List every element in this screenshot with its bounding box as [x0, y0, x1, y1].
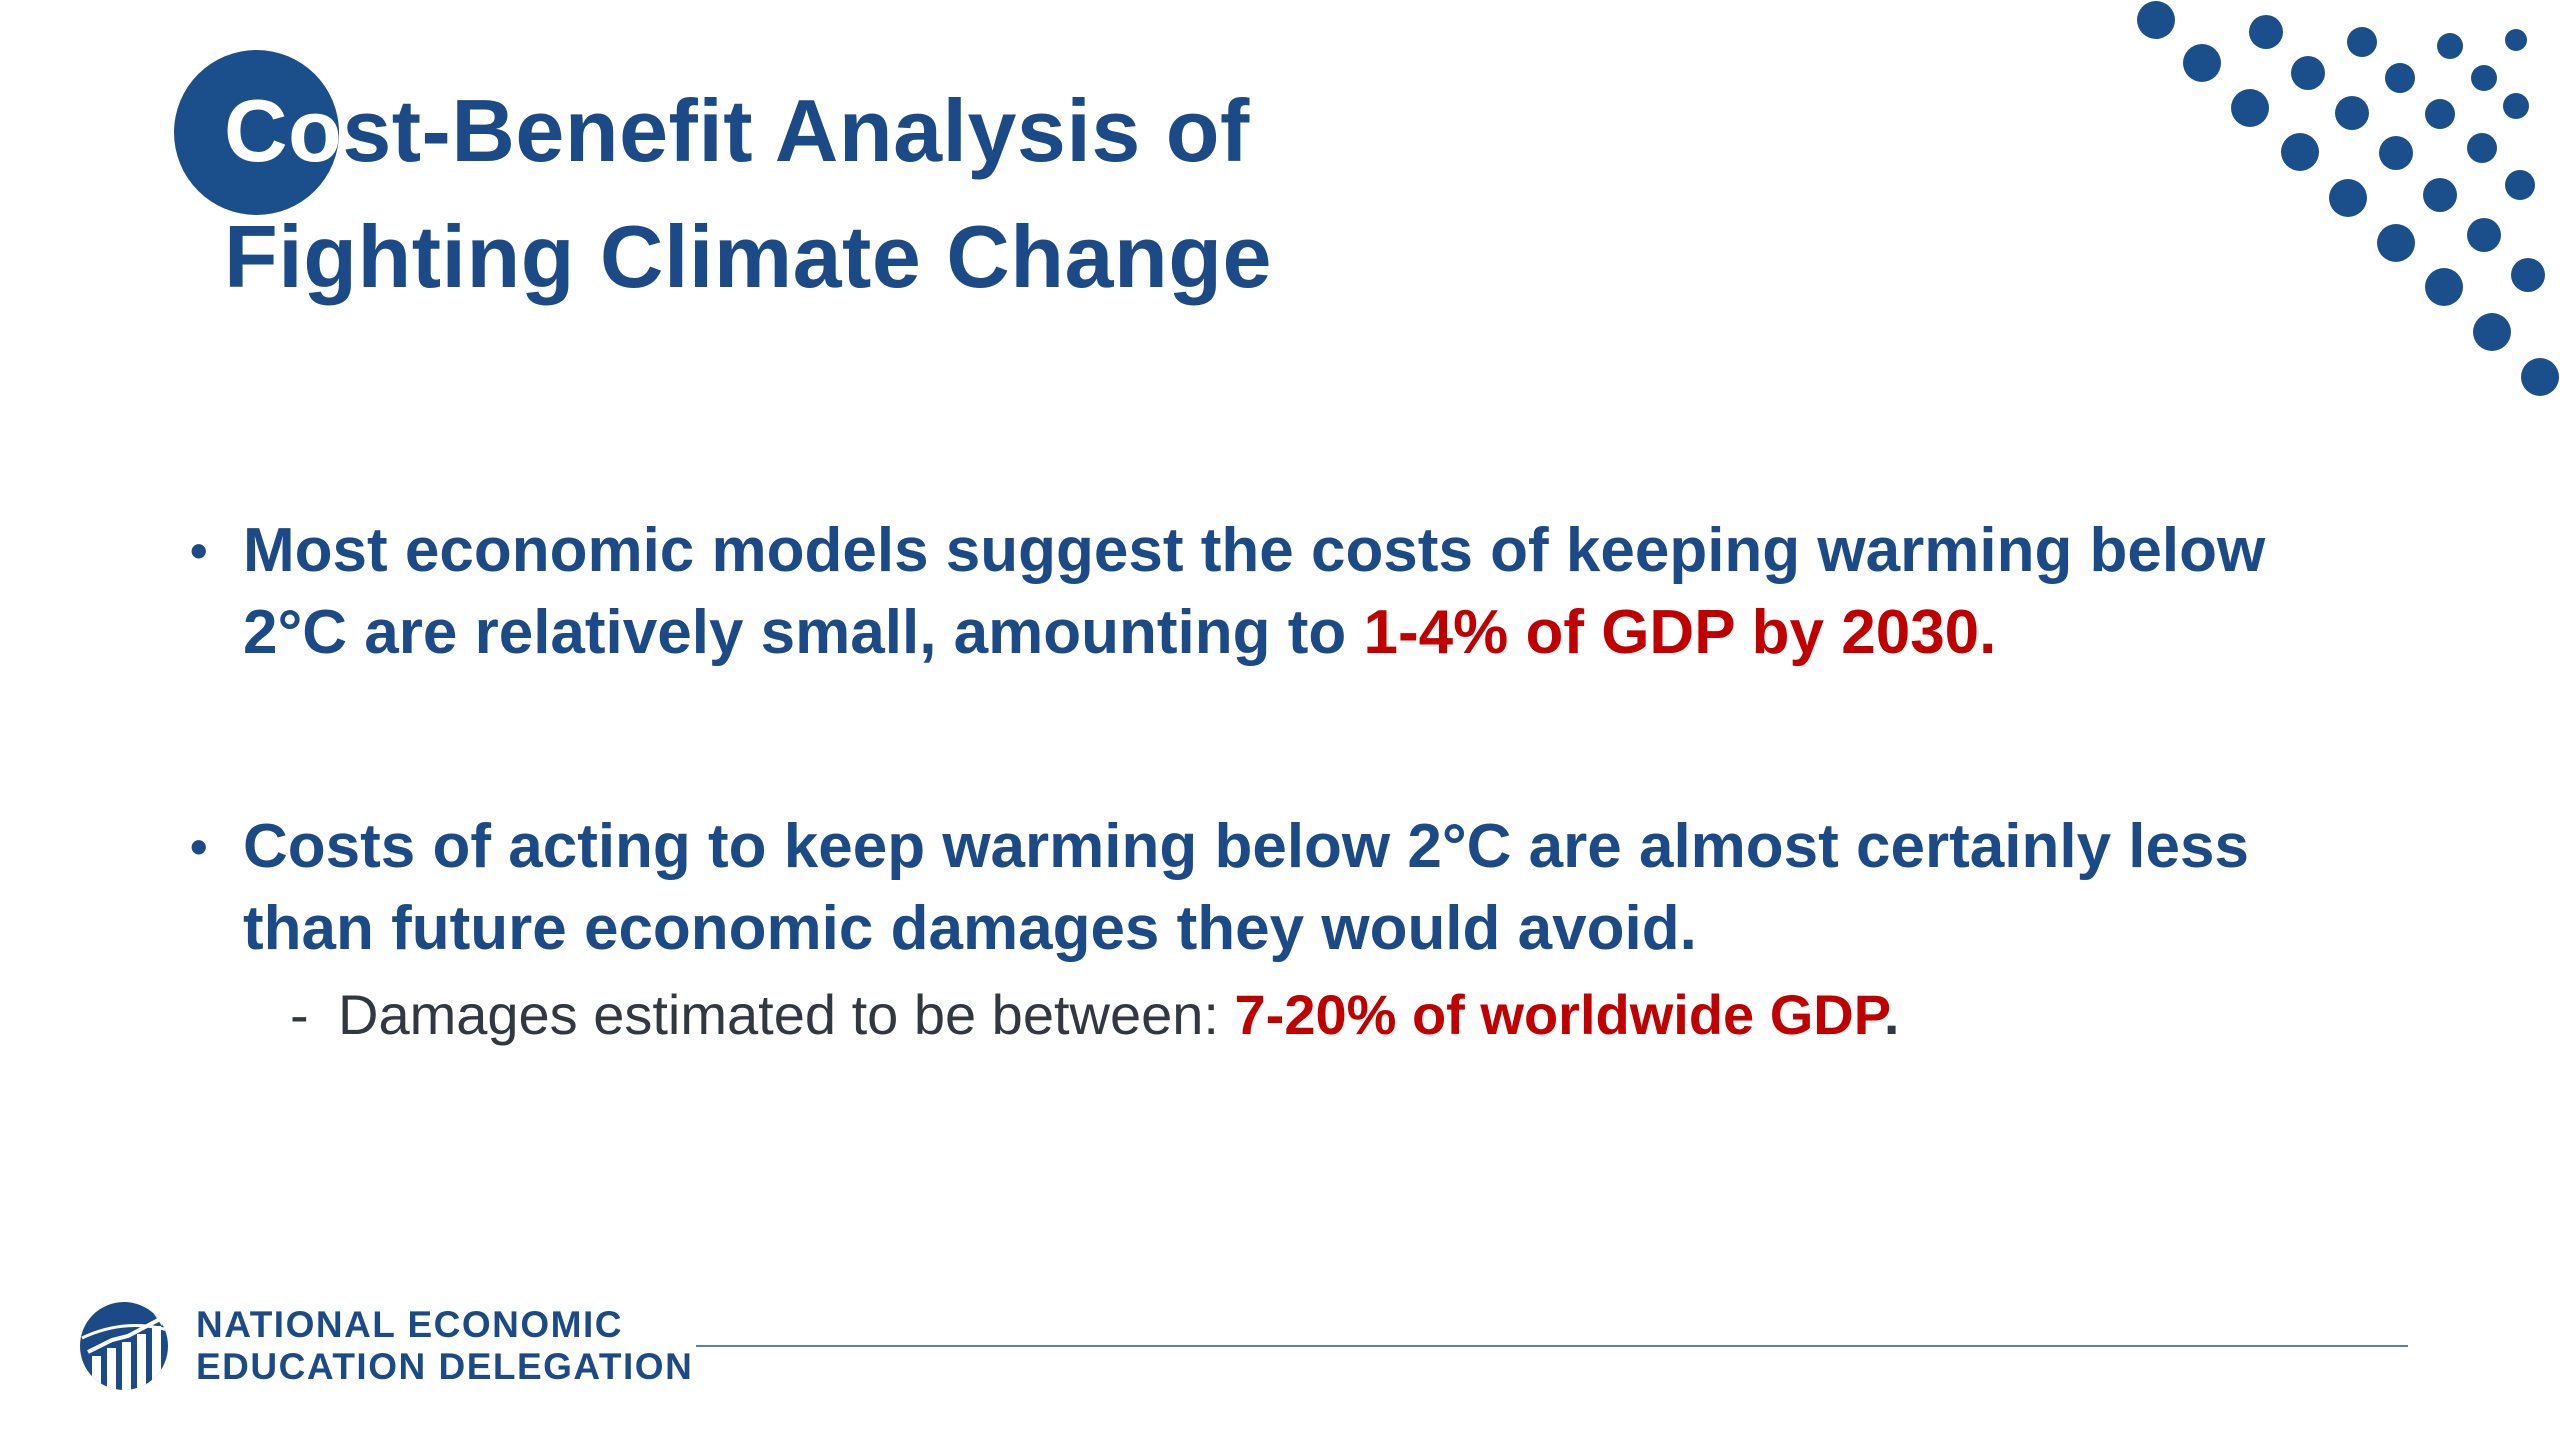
- globe-bar-chart-icon: [80, 1302, 168, 1390]
- highlight-text: 1-4% of GDP by 2030.: [1363, 598, 1997, 667]
- title-accent-circle: [174, 50, 339, 215]
- decorative-dots: [2137, 1, 2559, 396]
- org-name-line-1: NATIONAL ECONOMIC: [196, 1304, 624, 1345]
- bullet-line: Most economic models suggest the costs o…: [243, 516, 2266, 585]
- bullet-marker: •: [190, 523, 208, 579]
- bullet-item: • Most economic models suggest the costs…: [190, 510, 2390, 674]
- bullet-line: than future economic damages they would …: [243, 894, 1697, 963]
- title-line-2: Fighting Climate Change: [224, 207, 1272, 306]
- sub-bullet-item: - Damages estimated to be between: 7-20% …: [290, 980, 1899, 1050]
- slide-title: Cost-Benefit Analysis of Fighting Climat…: [224, 68, 1272, 320]
- sub-bullet-text: Damages estimated to be between:: [338, 983, 1235, 1046]
- footer-divider: [696, 1345, 2408, 1347]
- organization-logo-text: NATIONAL ECONOMIC EDUCATION DELEGATION: [196, 1304, 693, 1388]
- bullet-line: 2°C are relatively small, amounting to 1…: [243, 592, 2390, 674]
- org-name-line-2: EDUCATION DELEGATION: [196, 1346, 694, 1387]
- title-line-1-rest: st-Benefit Analysis of: [342, 81, 1250, 180]
- sub-bullet-end: .: [1883, 983, 1900, 1046]
- sub-bullet-marker: -: [290, 983, 309, 1046]
- title-line-1: Cost-Benefit Analysis of: [224, 68, 1272, 194]
- bullet-marker: •: [190, 819, 208, 875]
- bullet-text: 2°C are relatively small, amounting to: [243, 598, 1364, 667]
- title-line-1-start: Co: [224, 81, 343, 180]
- highlight-text: 7-20% of worldwide GDP: [1234, 983, 1884, 1046]
- bullet-item: • Costs of acting to keep warming below …: [190, 806, 2390, 970]
- bullet-line: Costs of acting to keep warming below 2°…: [243, 812, 2249, 881]
